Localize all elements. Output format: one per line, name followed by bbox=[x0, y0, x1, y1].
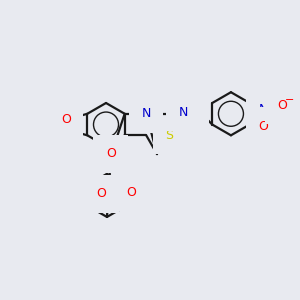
Text: N: N bbox=[259, 103, 268, 116]
Text: S: S bbox=[165, 129, 173, 142]
Text: O: O bbox=[97, 187, 106, 200]
Text: −: − bbox=[285, 95, 294, 105]
Text: O: O bbox=[61, 123, 71, 136]
Text: O: O bbox=[259, 120, 269, 133]
Text: N: N bbox=[142, 107, 151, 120]
Text: O: O bbox=[106, 147, 116, 160]
Text: H: H bbox=[190, 107, 198, 117]
Text: O: O bbox=[277, 99, 287, 112]
Text: +: + bbox=[266, 99, 274, 109]
Text: O: O bbox=[127, 186, 136, 199]
Text: O: O bbox=[61, 113, 71, 126]
Text: N: N bbox=[178, 106, 188, 119]
